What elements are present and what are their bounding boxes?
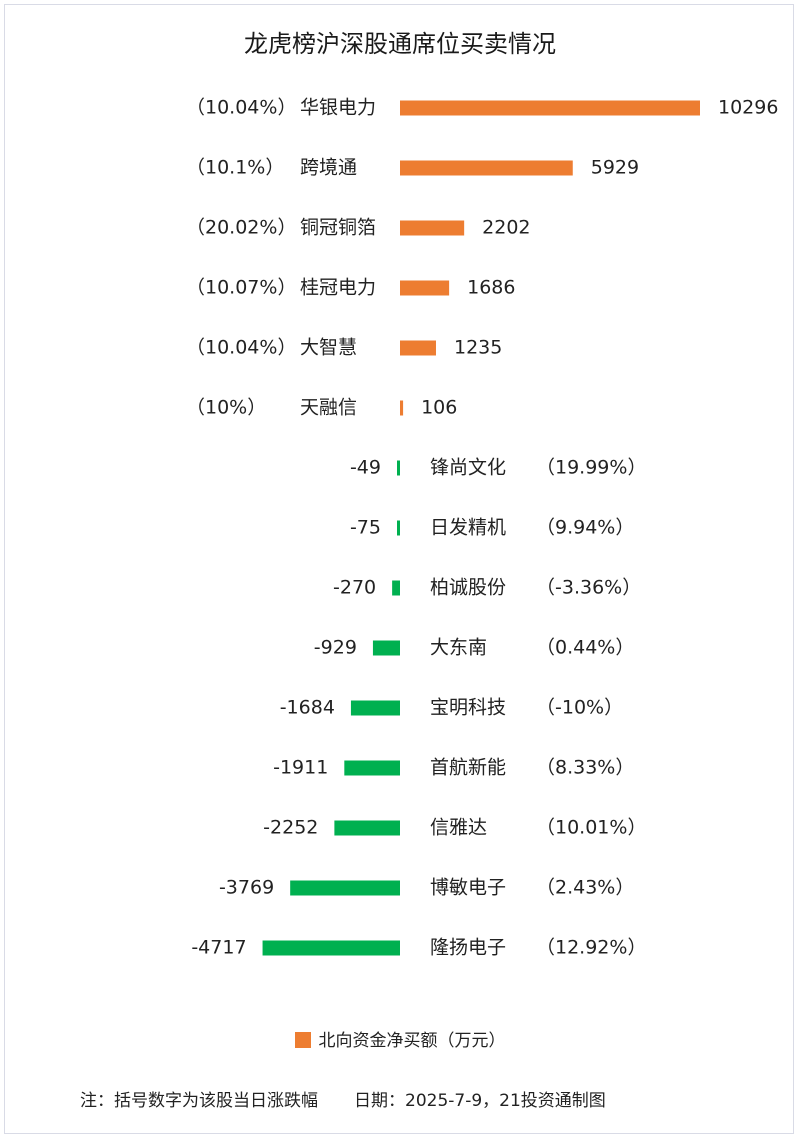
pct-label: （10.01%） [536, 817, 646, 839]
legend-label: 北向资金净买额（万元） [318, 1031, 506, 1051]
category-label: 锋尚文化 [430, 457, 506, 479]
category-label: 大东南 [430, 637, 487, 659]
pct-label: （20.02%） [186, 217, 296, 239]
value-label: 10296 [718, 97, 778, 119]
pct-label: （19.99%） [536, 457, 646, 479]
value-label: 106 [421, 397, 457, 419]
bar [262, 940, 400, 956]
bar [400, 280, 450, 296]
value-label: -3769 [219, 877, 274, 899]
legend: 北向资金净买额（万元） [0, 1026, 800, 1051]
value-label: -49 [350, 457, 381, 479]
pct-label: （9.94%） [536, 517, 634, 539]
category-label: 天融信 [300, 397, 357, 419]
value-label: -270 [333, 577, 376, 599]
category-label: 大智慧 [300, 337, 357, 359]
value-label: 5929 [591, 157, 639, 179]
pct-label: （2.43%） [536, 877, 634, 899]
pct-label: （10%） [186, 397, 266, 419]
pct-label: （10.04%） [186, 337, 296, 359]
pct-label: （12.92%） [536, 937, 646, 959]
bar [400, 100, 700, 116]
bar [397, 460, 400, 476]
bar [392, 580, 400, 596]
category-label: 博敏电子 [430, 877, 506, 899]
bar [400, 160, 573, 176]
value-label: -1911 [273, 757, 328, 779]
pct-label: （10.1%） [186, 157, 284, 179]
value-label: -1684 [280, 697, 335, 719]
category-label: 隆扬电子 [430, 937, 506, 959]
pct-label: （8.33%） [536, 757, 634, 779]
value-label: -75 [350, 517, 381, 539]
category-label: 宝明科技 [430, 697, 506, 719]
bar [400, 220, 465, 236]
chart-title: 龙虎榜沪深股通席位买卖情况 [244, 30, 556, 58]
value-label: -929 [314, 637, 357, 659]
pct-label: （0.44%） [536, 637, 634, 659]
category-label: 日发精机 [430, 517, 506, 539]
bar [344, 760, 400, 776]
footer: 注：括号数字为该股当日涨跌幅 日期：2025-7-9，21投资通制图 [80, 1086, 606, 1111]
bar [290, 880, 400, 896]
pct-label: （10.07%） [186, 277, 296, 299]
category-label: 信雅达 [430, 817, 487, 839]
value-label: 1686 [467, 277, 515, 299]
bar [350, 700, 400, 716]
category-label: 跨境通 [300, 157, 357, 179]
category-label: 华银电力 [300, 97, 376, 119]
legend-swatch [294, 1032, 311, 1048]
value-label: -4717 [191, 937, 246, 959]
value-label: 2202 [482, 217, 530, 239]
bar [334, 820, 400, 836]
category-label: 桂冠电力 [300, 277, 376, 299]
bar [372, 640, 400, 656]
footer-date: 日期：2025-7-9，21投资通制图 [354, 1091, 606, 1111]
category-label: 铜冠铜箔 [300, 217, 376, 239]
bar [400, 400, 404, 416]
pct-label: （10.04%） [186, 97, 296, 119]
category-label: 柏诚股份 [430, 577, 506, 599]
chart-frame [4, 4, 794, 1134]
footer-note: 注：括号数字为该股当日涨跌幅 [80, 1091, 318, 1111]
bar [397, 520, 400, 536]
value-label: -2252 [263, 817, 318, 839]
value-label: 1235 [454, 337, 502, 359]
pct-label: （-3.36%） [536, 577, 641, 599]
pct-label: （-10%） [536, 697, 623, 719]
category-label: 首航新能 [430, 757, 506, 779]
bar [400, 340, 436, 356]
bar-chart: 10296华银电力（10.04%）5929跨境通（10.1%）2202铜冠铜箔（… [186, 97, 778, 959]
